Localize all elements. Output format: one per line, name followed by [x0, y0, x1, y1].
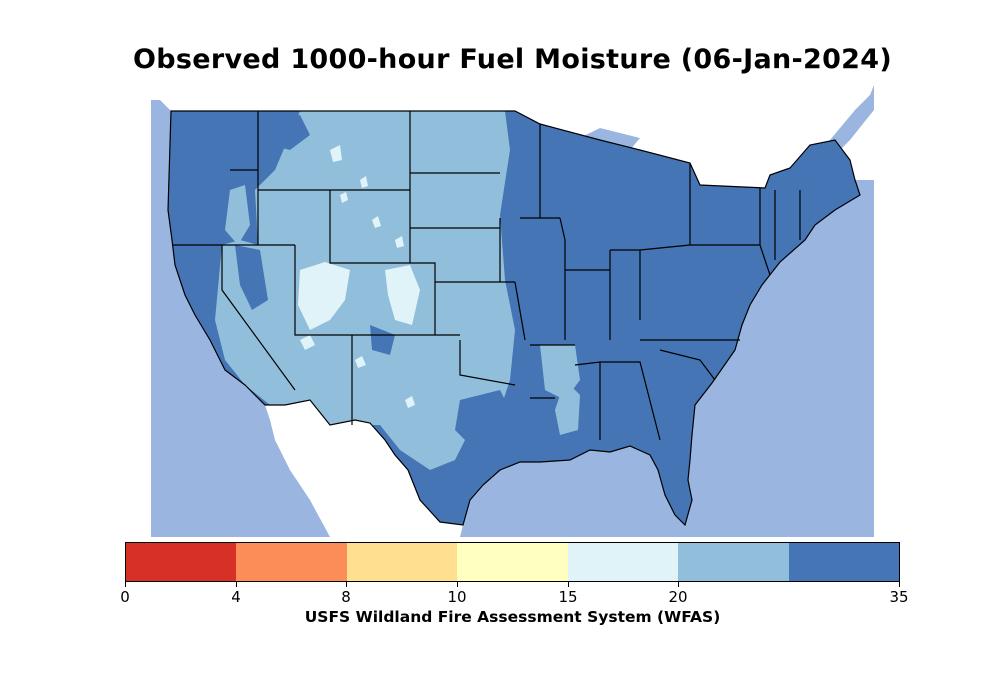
colorbar-tick-label: 4: [231, 588, 241, 606]
colorbar-tick: [678, 582, 679, 587]
colorbar-tick: [125, 582, 126, 587]
fuel-moisture-15-20: [225, 185, 250, 245]
fuel-moisture-15-20: [555, 380, 580, 435]
colorbar-tick-label: 0: [120, 588, 130, 606]
colorbar-tick-label: 35: [889, 588, 909, 606]
colorbar-label: USFS Wildland Fire Assessment System (WF…: [304, 608, 721, 626]
fuel-moisture-10-15: [385, 265, 420, 325]
fuel-moisture-20-35: [235, 115, 515, 445]
colorbar-bin-15-20: [678, 543, 789, 581]
colorbar-bin-10-15: [567, 543, 679, 581]
colorbar-tick-label: 8: [341, 588, 351, 606]
colorbar-bin-8-10: [457, 543, 568, 581]
colorbar-tick: [568, 582, 569, 587]
colorbar-tick-label: 10: [447, 588, 467, 606]
fuel-moisture-15-20: [215, 111, 515, 470]
colorbar-tick: [346, 582, 347, 587]
colorbar-tick: [899, 582, 900, 587]
colorbar-bin-20-35: [788, 543, 899, 581]
colorbar-tick: [236, 582, 237, 587]
fuel-moisture-map: [151, 84, 874, 537]
colorbar-bin-0-4: [126, 543, 237, 581]
colorbar-tick-label: 20: [668, 588, 688, 606]
state-borders: [167, 110, 861, 527]
map-title: Observed 1000-hour Fuel Moisture (06-Jan…: [133, 44, 892, 75]
colorbar: [125, 542, 900, 582]
colorbar-tick: [457, 582, 458, 587]
canada-land: [151, 84, 874, 188]
fuel-moisture-10-15: [298, 262, 350, 330]
colorbar-tick-label: 15: [558, 588, 578, 606]
colorbar-bin-4-6: [236, 543, 347, 581]
mexico-land: [265, 400, 463, 537]
colorbar-bin-6-8: [346, 543, 458, 581]
